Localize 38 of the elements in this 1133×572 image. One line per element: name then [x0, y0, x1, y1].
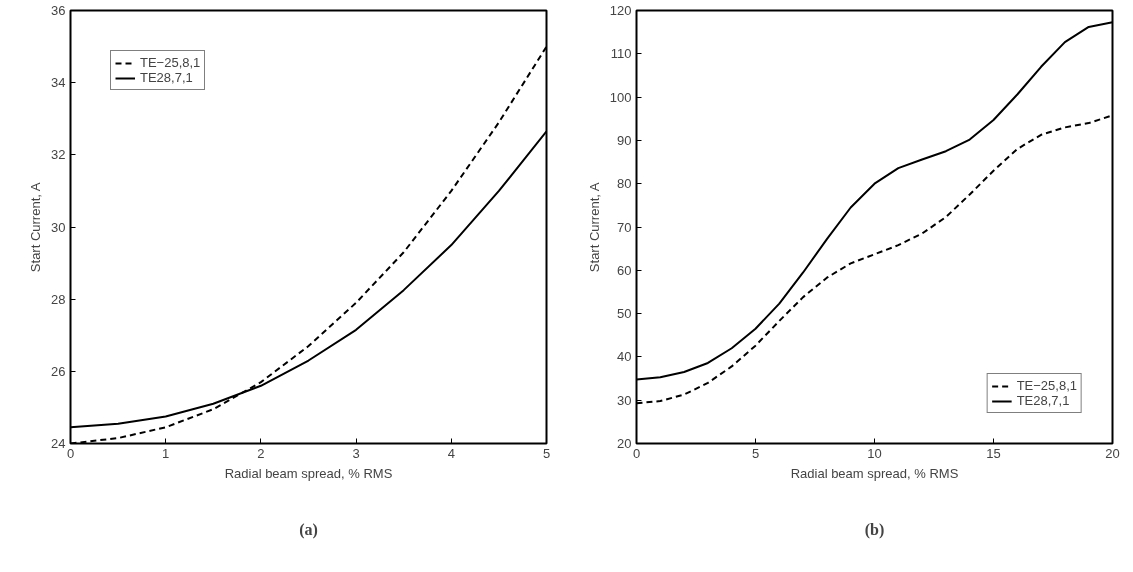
y-axis-title: Start Current, A: [586, 182, 602, 273]
y-tick-label: 34: [51, 75, 66, 91]
legend-label: TE28,7,1: [140, 70, 193, 85]
x-tick-label: 10: [867, 445, 882, 461]
x-axis-title: Radial beam spread, % RMS: [224, 465, 393, 481]
y-tick-label: 110: [610, 46, 632, 62]
x-tick-label: 4: [447, 445, 455, 461]
text: (a): [299, 520, 318, 539]
legend-label: TE28,7,1: [1016, 393, 1070, 408]
y-tick-label: 24: [51, 436, 66, 451]
y-tick-label: 50: [617, 306, 632, 322]
x-tick-label: 2: [257, 445, 265, 461]
y-tick-label: 100: [609, 89, 632, 105]
x-tick-label: 5: [751, 445, 760, 461]
y-tick-label: 90: [617, 132, 632, 148]
x-tick-label: 1: [162, 445, 170, 461]
x-tick-label: 0: [632, 445, 641, 461]
y-tick-label: 32: [51, 147, 66, 163]
y-tick-label: 40: [617, 349, 632, 365]
y-tick-label: 26: [51, 363, 66, 379]
x-axis-title: Radial beam spread, % RMS: [790, 465, 959, 481]
y-tick-label: 80: [617, 176, 632, 192]
y-tick-label: 36: [51, 3, 66, 18]
y-tick-label: 30: [51, 219, 66, 235]
y-tick-label: 120: [609, 3, 632, 18]
y-tick-label: 30: [617, 392, 632, 408]
x-tick-label: 20: [1105, 445, 1120, 461]
y-tick-label: 28: [51, 291, 66, 307]
y-tick-label: 70: [617, 219, 632, 235]
y-tick-label: 60: [617, 262, 632, 278]
x-tick-label: 0: [66, 445, 75, 461]
text: (b): [864, 520, 885, 539]
legend-label: TE−25,8,1: [140, 55, 201, 70]
x-tick-label: 5: [542, 445, 551, 461]
x-tick-label: 15: [986, 445, 1001, 461]
legend-label: TE−25,8,1: [1016, 378, 1077, 393]
x-tick-label: 3: [352, 445, 360, 461]
y-axis-title: Start Current, A: [28, 182, 44, 273]
